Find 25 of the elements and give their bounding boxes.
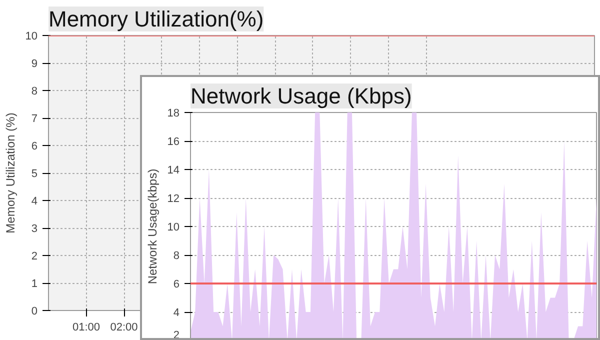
y-tick-label: 1 xyxy=(31,278,38,290)
y-tick-label: 3 xyxy=(31,223,38,235)
y-tick-label: 12 xyxy=(167,193,180,205)
x-tick-label: 02:00 xyxy=(110,322,138,334)
y-tick-label: 7 xyxy=(31,113,38,125)
y-tick-label: 0 xyxy=(31,306,38,318)
y-tick-label: 8 xyxy=(31,86,38,98)
y-axis-title: Memory Utilization (%) xyxy=(3,112,18,234)
y-tick-label: 5 xyxy=(31,168,38,180)
y-tick-label: 6 xyxy=(173,278,180,290)
y-tick-label: 9 xyxy=(31,58,38,70)
x-tick-label: 01:00 xyxy=(72,322,100,334)
y-axis-title: Network Usage(kbps) xyxy=(145,168,160,284)
y-tick-label: 4 xyxy=(31,196,38,208)
y-tick-label: 14 xyxy=(167,164,180,176)
chart-title: Memory Utilization(%) xyxy=(48,6,264,32)
y-tick-label: 10 xyxy=(167,222,180,234)
y-tick-label: 10 xyxy=(25,30,38,42)
chart-title: Network Usage (Kbps) xyxy=(190,84,412,108)
y-tick-label: 18 xyxy=(167,108,180,120)
y-tick-label: 16 xyxy=(167,136,180,148)
y-tick-label: 8 xyxy=(173,250,180,262)
y-tick-label: 2 xyxy=(31,250,38,262)
y-tick-label: 6 xyxy=(31,140,38,152)
y-tick-label: 4 xyxy=(173,307,180,319)
